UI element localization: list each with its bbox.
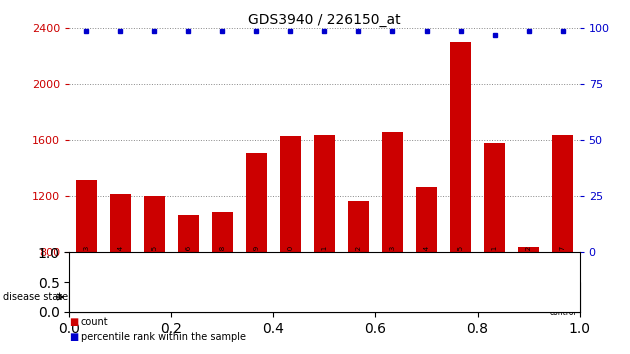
Bar — [178, 215, 198, 252]
Text: GSM569474: GSM569474 — [117, 245, 123, 289]
Text: GSM569477: GSM569477 — [559, 245, 566, 289]
Bar — [212, 212, 232, 252]
Text: GSM569471: GSM569471 — [491, 245, 498, 289]
Text: GSM569481: GSM569481 — [321, 245, 328, 289]
Bar — [382, 132, 403, 252]
Bar — [239, 252, 273, 282]
Bar — [375, 252, 410, 282]
Bar — [478, 282, 546, 312]
Text: ■: ■ — [69, 318, 79, 327]
Bar — [144, 196, 164, 252]
Text: GSM569482: GSM569482 — [355, 245, 362, 289]
Title: GDS3940 / 226150_at: GDS3940 / 226150_at — [248, 13, 401, 27]
Text: GSM569476: GSM569476 — [185, 245, 192, 289]
Bar — [348, 201, 369, 252]
Text: GSM569478: GSM569478 — [219, 245, 226, 289]
Text: GSM569484: GSM569484 — [423, 245, 430, 289]
Bar — [341, 252, 375, 282]
Text: early Sjogren's Syndrome: early Sjogren's Syndrome — [241, 292, 340, 302]
Text: GSM569473: GSM569473 — [83, 245, 89, 289]
Bar — [546, 282, 580, 312]
Text: disease state: disease state — [3, 292, 68, 302]
Text: moderate Sjogren's
Syndrome: moderate Sjogren's Syndrome — [389, 287, 464, 307]
Bar — [478, 252, 512, 282]
Text: GSM569479: GSM569479 — [253, 245, 260, 289]
Bar — [416, 187, 437, 252]
Bar — [103, 252, 137, 282]
Text: non-Sjogren's
Syndrome (control): non-Sjogren's Syndrome (control) — [100, 287, 175, 307]
Bar — [307, 252, 341, 282]
Bar — [137, 252, 171, 282]
Bar — [444, 252, 478, 282]
Text: GSM569475: GSM569475 — [151, 245, 158, 289]
Text: percentile rank within the sample: percentile rank within the sample — [81, 332, 246, 342]
Text: ■: ■ — [69, 332, 79, 342]
Bar — [553, 135, 573, 252]
Text: count: count — [81, 318, 108, 327]
Bar — [518, 247, 539, 252]
Bar — [450, 42, 471, 252]
Bar — [484, 143, 505, 252]
Text: GSM569483: GSM569483 — [389, 245, 396, 289]
Text: Sjogren
's synd
rome
control: Sjogren 's synd rome control — [548, 277, 577, 317]
Bar — [69, 252, 103, 282]
Text: GSM569472: GSM569472 — [525, 245, 532, 289]
Bar — [280, 136, 301, 252]
Text: GSM569480: GSM569480 — [287, 245, 294, 289]
Bar — [205, 252, 239, 282]
Bar — [314, 135, 335, 252]
Bar — [246, 153, 266, 252]
Bar — [375, 282, 478, 312]
Bar — [273, 252, 307, 282]
Text: GSM569485: GSM569485 — [457, 245, 464, 289]
Bar — [69, 282, 205, 312]
Text: advanced Sjogren's Syndrome: advanced Sjogren's Syndrome — [454, 292, 570, 302]
Bar — [512, 252, 546, 282]
Bar — [110, 194, 130, 252]
Bar — [410, 252, 444, 282]
Bar — [76, 179, 96, 252]
Bar — [171, 252, 205, 282]
Bar — [546, 252, 580, 282]
Bar — [205, 282, 375, 312]
